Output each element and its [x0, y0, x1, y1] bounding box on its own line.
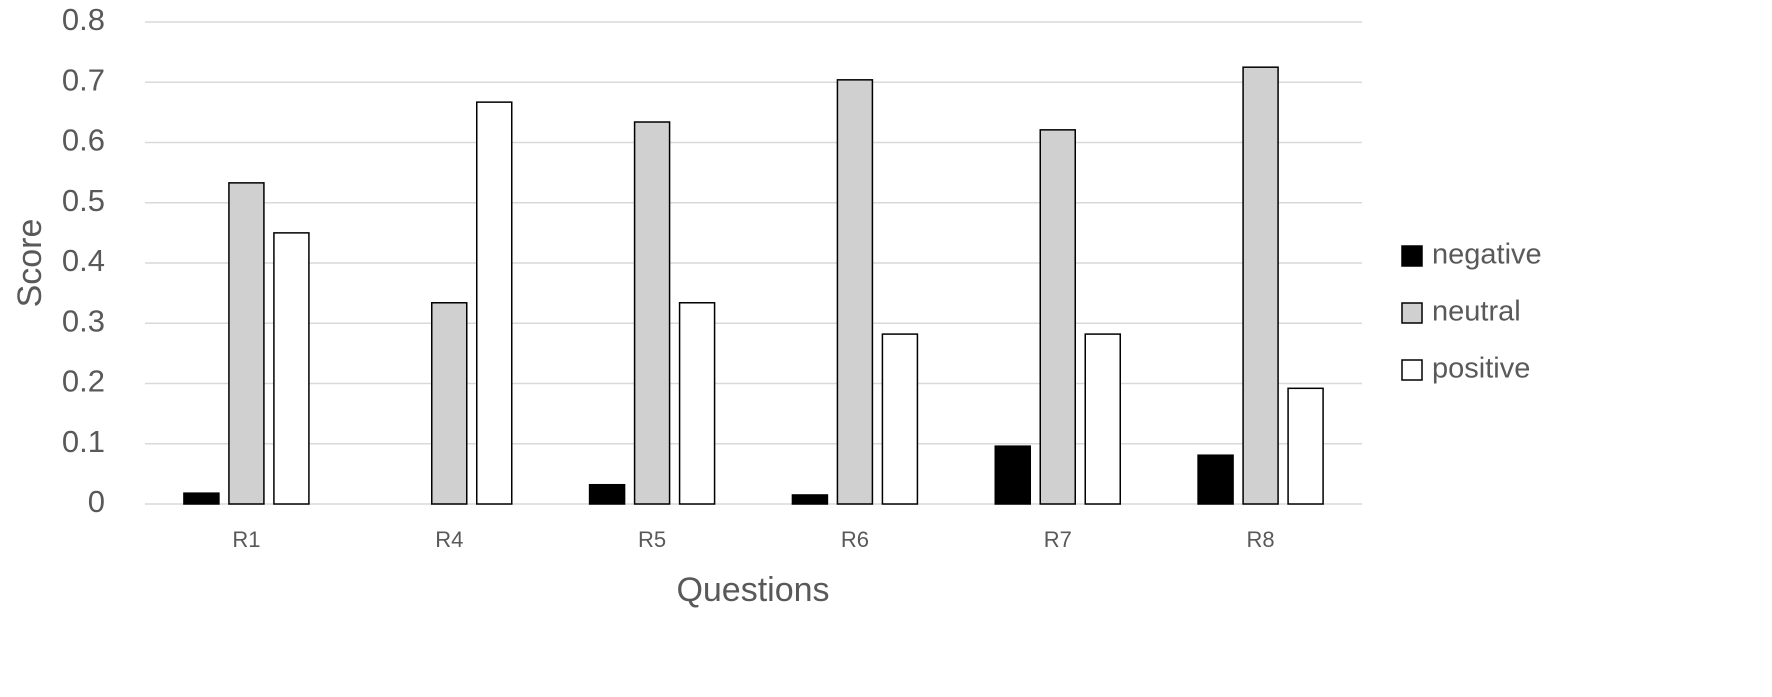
x-tick-label: R1	[232, 527, 260, 552]
bar	[678, 302, 716, 505]
bar	[1039, 129, 1076, 505]
bar	[431, 302, 468, 505]
bar	[588, 483, 626, 505]
y-axis-title: Score	[11, 219, 49, 308]
legend-swatch	[1401, 245, 1423, 267]
y-tick-label: 0.6	[62, 123, 105, 158]
bar	[1287, 387, 1324, 505]
y-tick-label: 0	[88, 484, 105, 519]
bar	[791, 494, 829, 505]
y-tick-label: 0.4	[62, 243, 105, 278]
bar	[1197, 454, 1234, 505]
x-tick-label: R7	[1044, 527, 1072, 552]
legend-swatch	[1401, 302, 1423, 324]
legend-label: positive	[1432, 353, 1530, 385]
bar	[228, 182, 265, 505]
bar	[994, 445, 1031, 505]
bar	[183, 492, 220, 505]
bar	[1084, 333, 1121, 505]
bar	[633, 121, 671, 505]
x-tick-label: R5	[638, 527, 666, 552]
y-tick-label: 0.3	[62, 303, 105, 338]
x-tick-label: R8	[1247, 527, 1275, 552]
bar	[273, 232, 310, 505]
legend-label: negative	[1432, 239, 1542, 271]
y-tick-label: 0.5	[62, 183, 105, 218]
x-axis-title: Questions	[676, 571, 829, 609]
y-tick-label: 0.8	[62, 2, 105, 37]
bar	[881, 333, 919, 505]
y-tick-label: 0.7	[62, 62, 105, 97]
y-tick-label: 0.1	[62, 424, 105, 459]
x-tick-label: R6	[841, 527, 869, 552]
legend-swatch	[1401, 359, 1423, 381]
bar	[1242, 66, 1279, 505]
bar	[476, 101, 513, 505]
legend-label: neutral	[1432, 296, 1521, 328]
x-tick-label: R4	[435, 527, 463, 552]
bar	[836, 79, 874, 505]
y-tick-label: 0.2	[62, 364, 105, 399]
